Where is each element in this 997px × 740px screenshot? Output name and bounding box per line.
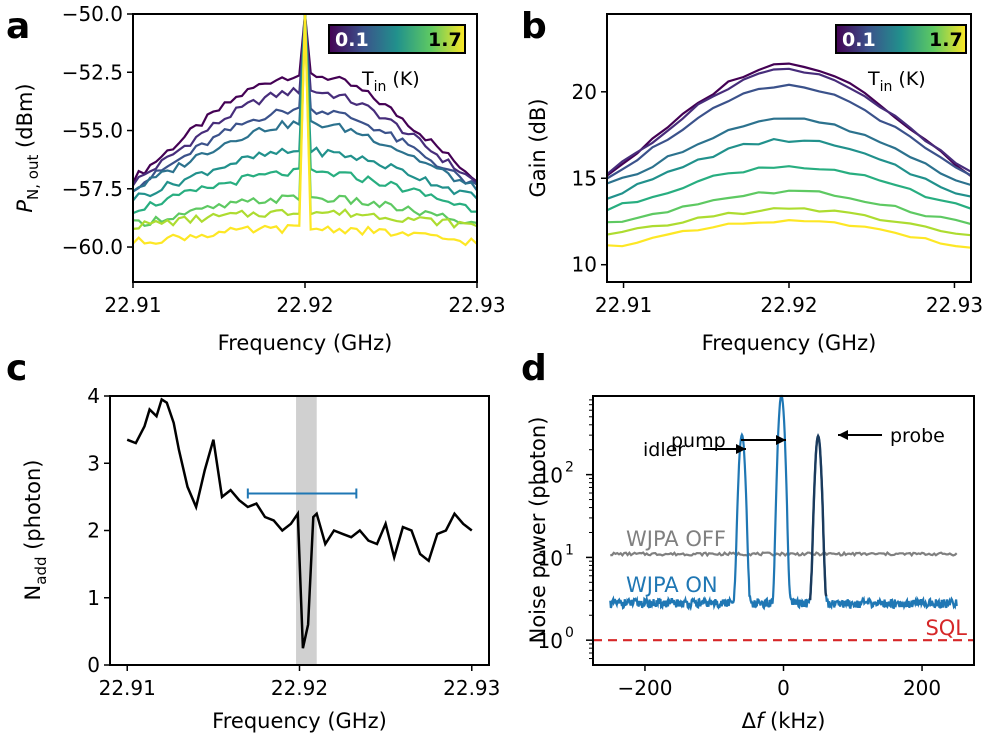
- colorbar-a-gradient: [328, 24, 466, 54]
- probe-arrowhead: [838, 430, 848, 440]
- axes-frame: [132, 13, 478, 283]
- colorbar-a-max: 1.7: [428, 29, 462, 51]
- y-tick-label: −52.5: [62, 60, 123, 84]
- axes-frame: [606, 13, 972, 283]
- x-axis-label: Frequency (GHz): [702, 331, 877, 355]
- y-tick-label: 2: [87, 519, 100, 543]
- y-tick-label: −60.0: [62, 235, 123, 259]
- wjpa-off-label: WJPA OFF: [626, 527, 726, 551]
- x-tick-label: 22.93: [448, 293, 505, 317]
- series-line: [606, 62, 972, 177]
- x-axis-label: Δf (kHz): [742, 709, 826, 733]
- x-tick-label: 22.91: [104, 293, 161, 317]
- y-tick-label: 15: [572, 166, 597, 190]
- idler-label: idler: [643, 439, 685, 461]
- x-tick-label: 22.91: [595, 293, 652, 317]
- colorbar-a: 0.1 1.7 Tin (K): [328, 24, 466, 95]
- y-axis-label: PN, out (dBm): [13, 83, 42, 212]
- y-axis-label: Noise power (photon): [526, 417, 550, 644]
- y-tick-label: 10: [572, 253, 597, 277]
- colorbar-b-gradient: [835, 24, 967, 54]
- chart-panel-b: 22.91 22.92 22.93 10 15 20 Frequency (GHz) Gain…: [526, 13, 983, 355]
- probe-peak-line: [808, 433, 828, 601]
- x-tick-label: 22.92: [271, 676, 328, 700]
- series-line: [606, 117, 972, 187]
- idler-arrowhead: [736, 444, 746, 454]
- wjpa-off-line: [610, 550, 958, 558]
- series-line: [606, 67, 972, 176]
- y-tick-label: 10: [538, 546, 563, 570]
- axes-frame: [592, 395, 975, 666]
- pump-label: pump: [671, 430, 726, 452]
- x-tick-label: 0: [777, 676, 790, 700]
- colorbar-b: 0.1 1.7 Tin (K): [835, 24, 967, 95]
- series-line: [606, 137, 972, 200]
- y-tick-label: 0: [87, 653, 100, 677]
- wjpa-on-label: WJPA ON: [626, 573, 718, 597]
- probe-label: probe: [890, 425, 945, 447]
- axes-frame: [109, 395, 490, 666]
- x-axis-label: Frequency (GHz): [212, 709, 387, 733]
- x-tick-label: −200: [617, 676, 672, 700]
- y-tick-label: 20: [572, 80, 597, 104]
- y-tick-label: 4: [87, 384, 100, 408]
- x-tick-label: 22.91: [99, 676, 156, 700]
- colorbar-b-title: Tin (K): [867, 68, 926, 95]
- x-tick-label: 22.92: [276, 293, 333, 317]
- chart-panel-a: 22.91 22.92 22.93 −60.0 −57.5 −55.0 −52.5 −50.0…: [13, 2, 506, 355]
- series-line: [606, 218, 972, 249]
- sql-label: SQL: [925, 616, 967, 640]
- y-tick-exponent: 0: [565, 625, 574, 641]
- colorbar-a-title: Tin (K): [361, 68, 420, 95]
- y-tick-label: −57.5: [62, 177, 123, 201]
- panel-letter-b: b: [521, 6, 547, 47]
- panel-letter-c: c: [6, 348, 27, 389]
- y-axis-label: Gain (dB): [526, 98, 550, 197]
- series-line: [606, 207, 972, 237]
- chart-panel-c: 22.91 22.92 22.93 0 1 2 3 4 Frequency (GHz) Nadd …: [21, 384, 500, 733]
- x-tick-label: 22.93: [926, 293, 983, 317]
- series-line: [606, 165, 972, 212]
- panel-letter-a: a: [6, 6, 30, 47]
- series-line: [606, 83, 972, 180]
- colorbar-b-min: 0.1: [842, 29, 876, 51]
- colorbar-b-max: 1.7: [929, 29, 963, 51]
- y-tick-exponent: 1: [565, 542, 574, 558]
- y-tick-label: 10: [538, 464, 563, 488]
- x-axis-label: Frequency (GHz): [218, 331, 393, 355]
- y-tick-label: 10: [538, 629, 563, 653]
- y-tick-label: −55.0: [62, 119, 123, 143]
- series-line: [126, 397, 473, 649]
- y-tick-label: −50.0: [62, 2, 123, 26]
- series-line: [606, 189, 972, 226]
- x-tick-label: 22.93: [443, 676, 500, 700]
- y-tick-label: 1: [87, 586, 100, 610]
- colorbar-a-min: 0.1: [335, 29, 369, 51]
- y-tick-exponent: 2: [565, 460, 574, 476]
- y-axis-label: Nadd (photon): [21, 460, 50, 601]
- x-tick-label: 200: [903, 676, 941, 700]
- panel-letter-d: d: [521, 348, 547, 389]
- pump-arrowhead: [776, 435, 786, 445]
- x-tick-label: 22.92: [760, 293, 817, 317]
- wjpa-on-line: [609, 394, 958, 612]
- y-tick-label: 3: [87, 451, 100, 475]
